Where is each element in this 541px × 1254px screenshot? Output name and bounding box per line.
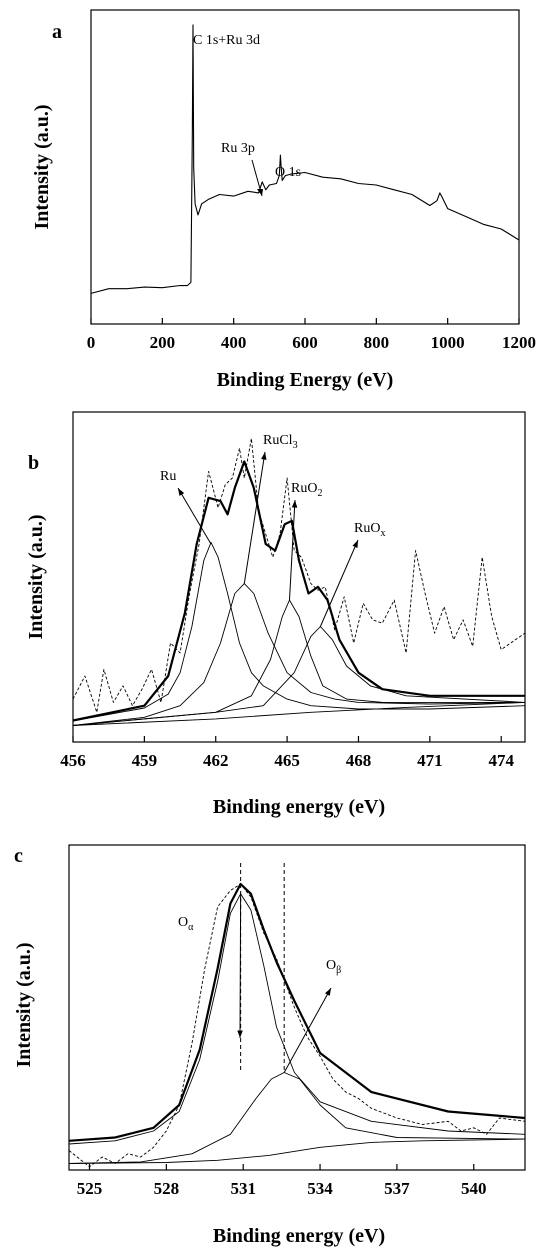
series-line-ruox	[72, 626, 526, 726]
series-line-rucl3	[72, 583, 526, 726]
series-line-baseline	[68, 1138, 526, 1164]
x-tick-label: 540	[461, 1179, 487, 1198]
panel-c-xlabel: Binding energy (eV)	[213, 1225, 385, 1247]
x-tick-label: 400	[221, 333, 247, 352]
series-line-experimental	[68, 883, 526, 1168]
panel-c-label: c	[14, 845, 23, 867]
panel-c-ylabel: Intensity (a.u.)	[13, 942, 35, 1067]
series-line-fit-envelope	[72, 460, 525, 722]
arrow-head	[257, 189, 263, 196]
panel-a-frame	[90, 9, 520, 325]
panel-b-ylabel: Intensity (a.u.)	[25, 514, 47, 639]
panel-b-frame	[72, 411, 526, 743]
x-tick-label: 200	[150, 333, 176, 352]
series-line-experimental	[72, 437, 526, 713]
x-tick-label: 531	[230, 1179, 256, 1198]
annotation-label: RuCl3	[263, 433, 298, 451]
annotation-subscript: β	[336, 965, 341, 976]
annotation-arrow	[239, 893, 242, 1039]
x-tick-label: 462	[203, 751, 229, 770]
panel-a-ylabel: Intensity (a.u.)	[31, 104, 53, 229]
x-tick-label: 1200	[502, 333, 536, 352]
x-tick-label: 525	[77, 1179, 103, 1198]
annotation-text: O	[178, 915, 188, 930]
series-line-baseline	[72, 701, 526, 726]
annotation-label: RuO2	[291, 481, 322, 499]
x-tick-label: 471	[417, 751, 443, 770]
panel-c-frame	[68, 844, 526, 1171]
series-line-o-	[68, 1072, 526, 1164]
x-tick-label: 1000	[431, 333, 465, 352]
annotation-label: Oβ	[326, 958, 341, 976]
annotation-arrow	[243, 451, 266, 584]
annotation-subscript: 3	[293, 440, 298, 451]
annotation-arrow	[283, 987, 332, 1073]
annotation-label: O 1s	[275, 165, 301, 180]
annotation-arrow	[177, 487, 212, 545]
series-line-fit-envelope	[68, 882, 526, 1142]
panel-a-survey: a 0 200 400 600 800 1000 1200 C 1s+Ru 3d Ru 3p O …	[31, 9, 536, 391]
x-tick-label: 465	[274, 751, 300, 770]
series-line-ruo2	[72, 599, 525, 726]
series-line-o-	[68, 893, 526, 1145]
x-tick-label: 800	[364, 333, 390, 352]
arrow-head	[237, 1030, 243, 1038]
annotation-text: Ru	[160, 469, 176, 484]
series-line-ru	[72, 541, 526, 722]
arrow-head	[291, 500, 298, 508]
arrow-head	[261, 452, 267, 460]
annotation-subscript: x	[380, 528, 385, 539]
annotation-text: RuCl	[263, 433, 293, 448]
annotation-label: C 1s+Ru 3d	[193, 33, 260, 48]
x-tick-label: 0	[87, 333, 96, 352]
x-tick-label: 534	[307, 1179, 333, 1198]
panel-a-plot-area: 0 200 400 600 800 1000 1200 C 1s+Ru 3d Ru 3p O 1s	[87, 24, 536, 352]
annotation-text: RuO	[354, 521, 380, 536]
annotation-label: Ru	[160, 469, 176, 484]
annotation-arrow	[288, 499, 296, 601]
x-tick-label: 459	[132, 751, 158, 770]
panel-b-xlabel: Binding energy (eV)	[213, 796, 385, 818]
arrow-head	[352, 540, 358, 548]
panel-a-xlabel: Binding Energy (eV)	[217, 369, 394, 391]
annotation-text: RuO	[291, 481, 317, 496]
annotation-text: O	[326, 958, 336, 973]
arrow-head	[325, 988, 331, 996]
x-tick-label: 468	[346, 751, 372, 770]
annotation-arrow	[319, 539, 359, 627]
x-tick-label: 456	[60, 751, 86, 770]
panel-a-label: a	[52, 21, 62, 43]
annotation-label: RuOx	[354, 521, 385, 539]
annotation-subscript: α	[188, 922, 194, 933]
series-line-spectrum	[90, 24, 520, 294]
panel-b-label: b	[28, 452, 39, 474]
annotation-label: Ru 3p	[221, 141, 255, 156]
annotation-subscript: 2	[317, 488, 322, 499]
x-tick-label: 474	[488, 751, 514, 770]
x-tick-label: 537	[384, 1179, 410, 1198]
x-tick-label: 600	[292, 333, 318, 352]
annotation-label: Oα	[178, 915, 194, 933]
x-tick-label: 528	[154, 1179, 180, 1198]
arrow-head	[178, 488, 185, 496]
